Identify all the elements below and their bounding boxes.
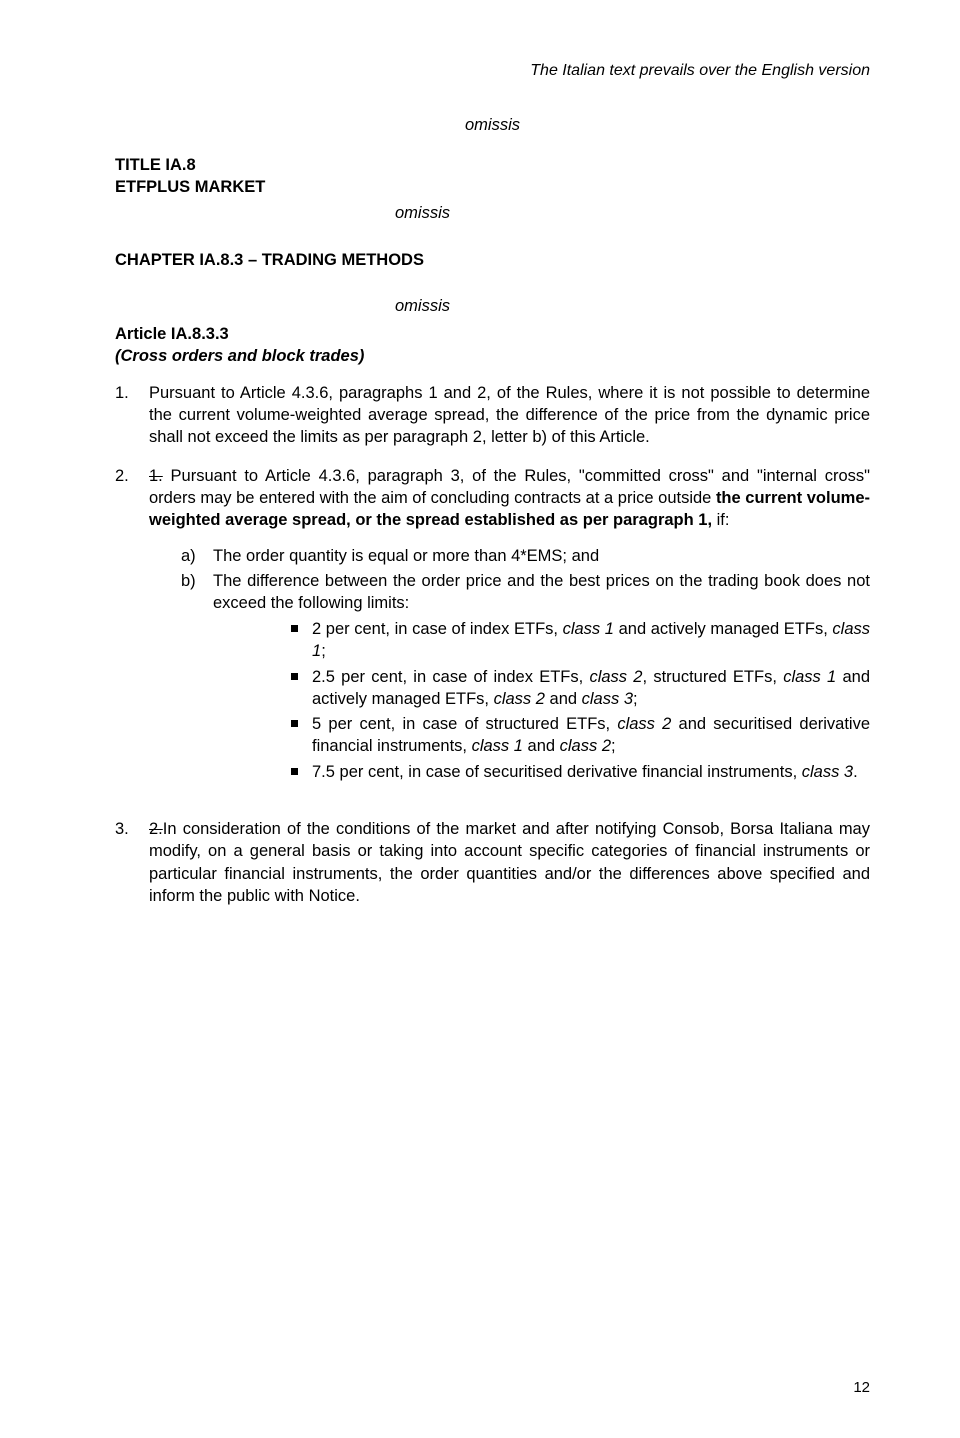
paragraph-1-number: 1. bbox=[115, 382, 135, 449]
bullet-4-text: 7.5 per cent, in case of securitised der… bbox=[312, 761, 870, 783]
b3-c: and bbox=[523, 737, 560, 755]
chapter-text: CHAPTER IA.8.3 – TRADING METHODS bbox=[115, 251, 424, 269]
b3-i2: class 1 bbox=[472, 737, 523, 755]
omissis-after-chapter: omissis bbox=[395, 295, 870, 317]
bullet-list: 2 per cent, in case of index ETFs, class… bbox=[213, 618, 870, 783]
bullet-2-text: 2.5 per cent, in case of index ETFs, cla… bbox=[312, 666, 870, 711]
b2-i1: class 2 bbox=[589, 668, 642, 686]
sub-a-marker: a) bbox=[181, 545, 203, 567]
b2-a: 2.5 per cent, in case of index ETFs, bbox=[312, 668, 589, 686]
square-icon bbox=[291, 768, 298, 775]
b2-i4: class 3 bbox=[582, 690, 633, 708]
b1-b: and actively managed ETFs, bbox=[614, 620, 832, 638]
sub-list: a) The order quantity is equal or more t… bbox=[149, 545, 870, 786]
title-line-2: ETFPLUS MARKET bbox=[115, 176, 870, 198]
b2-i3: class 2 bbox=[494, 690, 545, 708]
sub-b-marker: b) bbox=[181, 570, 203, 786]
header-note: The Italian text prevails over the Engli… bbox=[115, 60, 870, 82]
b3-a: 5 per cent, in case of structured ETFs, bbox=[312, 715, 617, 733]
omissis-top: omissis bbox=[115, 114, 870, 136]
sub-b-text: The difference between the order price a… bbox=[213, 570, 870, 786]
b4-b: . bbox=[853, 763, 858, 781]
sub-item-b: b) The difference between the order pric… bbox=[181, 570, 870, 786]
article-subheading: (Cross orders and block trades) bbox=[115, 345, 870, 367]
paragraph-2-body: 1. Pursuant to Article 4.3.6, paragraph … bbox=[149, 465, 870, 802]
b3-i3: class 2 bbox=[560, 737, 611, 755]
omissis-after-title: omissis bbox=[395, 202, 870, 224]
square-icon bbox=[291, 720, 298, 727]
paragraph-3: 3. 2.In consideration of the conditions … bbox=[115, 818, 870, 907]
paragraph-2-struck: 1. bbox=[149, 467, 163, 485]
bullet-1: 2 per cent, in case of index ETFs, class… bbox=[291, 618, 870, 663]
paragraph-2-number: 2. bbox=[115, 465, 135, 802]
sub-a-text: The order quantity is equal or more than… bbox=[213, 545, 870, 567]
title-block: TITLE IA.8 ETFPLUS MARKET bbox=[115, 154, 870, 199]
bullet-4: 7.5 per cent, in case of securitised der… bbox=[291, 761, 870, 783]
square-icon bbox=[291, 625, 298, 632]
paragraph-3-text: In consideration of the conditions of th… bbox=[149, 820, 870, 905]
paragraph-2-text-c: if: bbox=[712, 511, 729, 529]
b4-i1: class 3 bbox=[802, 763, 853, 781]
article-heading: Article IA.8.3.3 bbox=[115, 323, 870, 345]
bullet-3: 5 per cent, in case of structured ETFs, … bbox=[291, 713, 870, 758]
chapter-heading: CHAPTER IA.8.3 – TRADING METHODS bbox=[115, 249, 870, 271]
paragraph-1: 1. Pursuant to Article 4.3.6, paragraphs… bbox=[115, 382, 870, 449]
b2-b: , structured ETFs, bbox=[642, 668, 783, 686]
sub-item-a: a) The order quantity is equal or more t… bbox=[181, 545, 870, 567]
sub-b-intro: The difference between the order price a… bbox=[213, 572, 870, 612]
b2-i2: class 1 bbox=[783, 668, 836, 686]
paragraph-2: 2. 1. Pursuant to Article 4.3.6, paragra… bbox=[115, 465, 870, 802]
b1-a: 2 per cent, in case of index ETFs, bbox=[312, 620, 563, 638]
b2-d: and bbox=[545, 690, 582, 708]
paragraph-3-body: 2.In consideration of the conditions of … bbox=[149, 818, 870, 907]
square-icon bbox=[291, 673, 298, 680]
paragraph-3-number: 3. bbox=[115, 818, 135, 907]
b1-i1: class 1 bbox=[563, 620, 614, 638]
b2-e: ; bbox=[633, 690, 638, 708]
b3-i1: class 2 bbox=[617, 715, 671, 733]
b3-d: ; bbox=[611, 737, 616, 755]
b4-a: 7.5 per cent, in case of securitised der… bbox=[312, 763, 802, 781]
bullet-1-text: 2 per cent, in case of index ETFs, class… bbox=[312, 618, 870, 663]
bullet-2: 2.5 per cent, in case of index ETFs, cla… bbox=[291, 666, 870, 711]
page-number: 12 bbox=[853, 1378, 870, 1398]
bullet-3-text: 5 per cent, in case of structured ETFs, … bbox=[312, 713, 870, 758]
b1-c: ; bbox=[321, 642, 326, 660]
paragraph-1-body: Pursuant to Article 4.3.6, paragraphs 1 … bbox=[149, 382, 870, 449]
paragraph-3-struck: 2. bbox=[149, 820, 163, 838]
title-line-1: TITLE IA.8 bbox=[115, 154, 870, 176]
